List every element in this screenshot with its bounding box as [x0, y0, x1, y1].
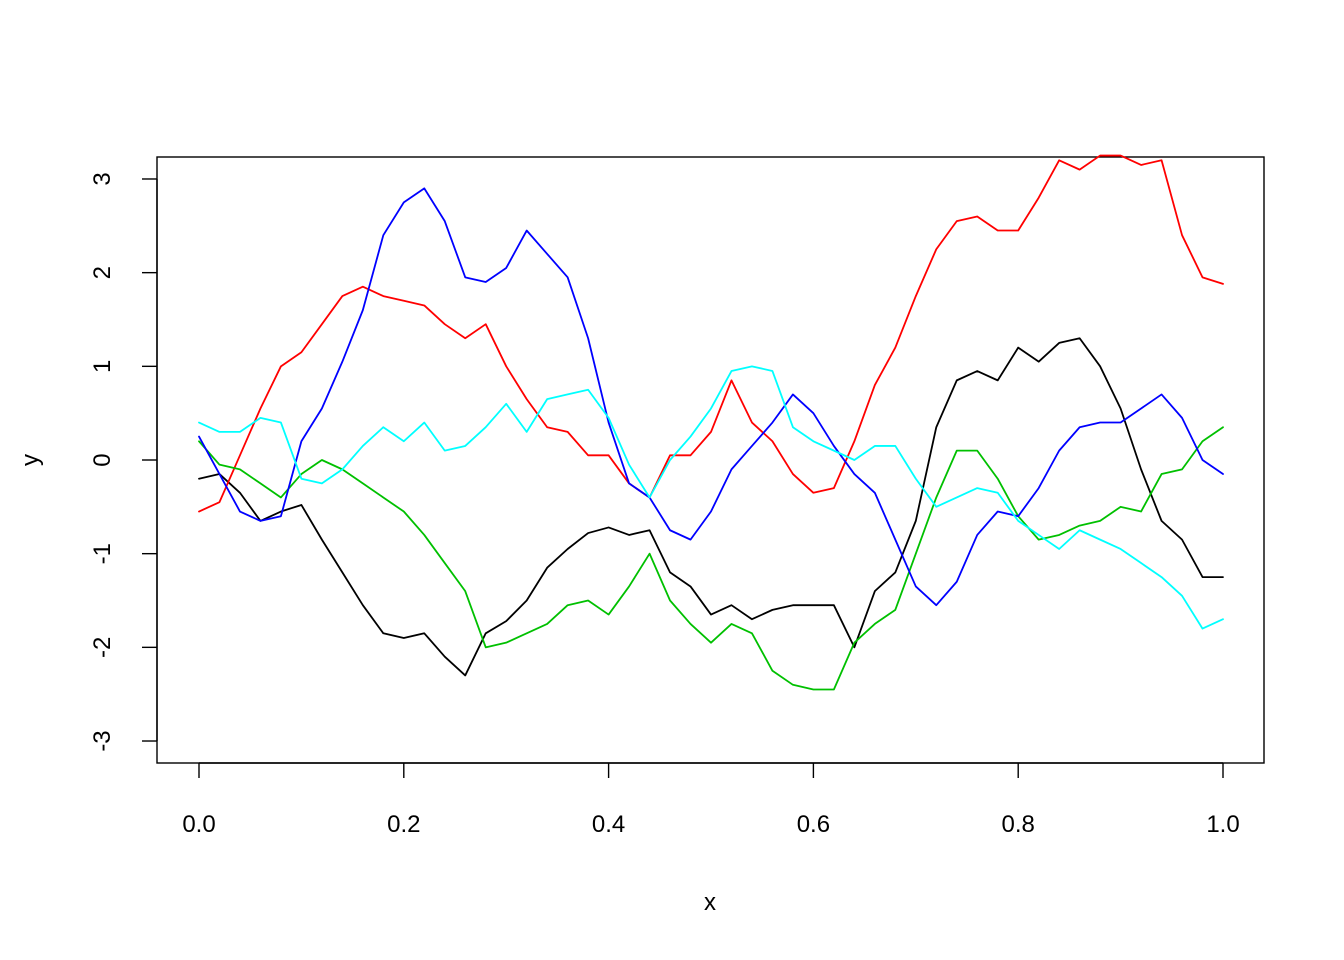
- y-tick-label: -2: [89, 637, 116, 658]
- x-tick-label: 0.4: [592, 811, 625, 838]
- y-axis-label: y: [17, 454, 44, 466]
- series-layer: [198, 154, 1224, 691]
- x-tick-label: 0.2: [387, 811, 420, 838]
- y-tick-label: -3: [89, 730, 116, 751]
- x-axis-label: x: [704, 889, 716, 916]
- series-line-3: [198, 426, 1224, 691]
- y-tick-label: 3: [89, 172, 116, 185]
- series-line-5: [198, 365, 1224, 630]
- y-tick-label: 0: [89, 453, 116, 466]
- y-tick-label: -1: [89, 543, 116, 564]
- x-axis: 0.0 0.2 0.4 0.6 0.8 1.0: [182, 762, 1240, 838]
- y-tick-label: 1: [89, 360, 116, 373]
- series-line-1: [198, 337, 1224, 677]
- y-tick-label: 2: [89, 266, 116, 279]
- x-tick-label: 1.0: [1206, 811, 1239, 838]
- series-line-4: [198, 187, 1224, 607]
- x-tick-label: 0.8: [1002, 811, 1035, 838]
- series-line-2: [198, 154, 1224, 513]
- y-axis: -3 -2 -1 0 1 2 3: [89, 172, 158, 752]
- x-tick-label: 0.0: [182, 811, 215, 838]
- x-tick-label: 0.6: [797, 811, 830, 838]
